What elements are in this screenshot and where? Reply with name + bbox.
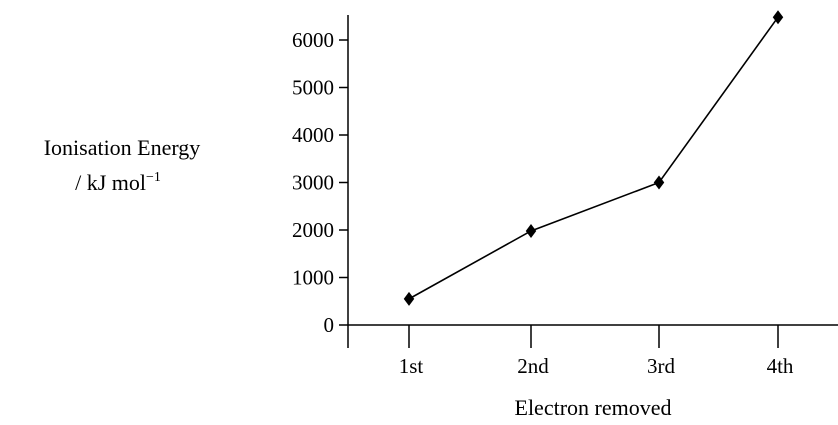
y-axis-title-line2: / kJ mol−1: [75, 170, 161, 195]
y-axis-unit-superscript: −1: [146, 170, 161, 185]
y-tick-label: 1000: [292, 266, 334, 290]
x-tick-label: 3rd: [647, 354, 675, 378]
x-axis-title: Electron removed: [515, 395, 672, 420]
series-line: [408, 16, 779, 300]
x-tick-label: 2nd: [517, 354, 549, 378]
y-axis-ticks: 0 1000 2000 3000 4000 5000 6000: [292, 28, 348, 337]
data-point-marker: [772, 10, 784, 25]
y-tick-label: 6000: [292, 28, 334, 52]
data-point-marker: [403, 291, 415, 306]
y-tick-label: 0: [324, 313, 335, 337]
y-tick-label: 3000: [292, 171, 334, 195]
y-axis-unit: / kJ mol: [75, 170, 146, 195]
y-tick-label: 4000: [292, 123, 334, 147]
y-tick-label: 2000: [292, 218, 334, 242]
data-point-marker: [525, 223, 537, 238]
data-series: [403, 10, 784, 306]
y-axis-title: Ionisation Energy / kJ mol−1: [44, 135, 201, 195]
x-axis-ticks: 1st 2nd 3rd 4th: [399, 325, 794, 378]
data-point-marker: [653, 175, 665, 190]
y-axis-title-line1: Ionisation Energy: [44, 135, 201, 160]
x-tick-label: 4th: [767, 354, 794, 378]
y-tick-label: 5000: [292, 76, 334, 100]
x-tick-label: 1st: [399, 354, 424, 378]
